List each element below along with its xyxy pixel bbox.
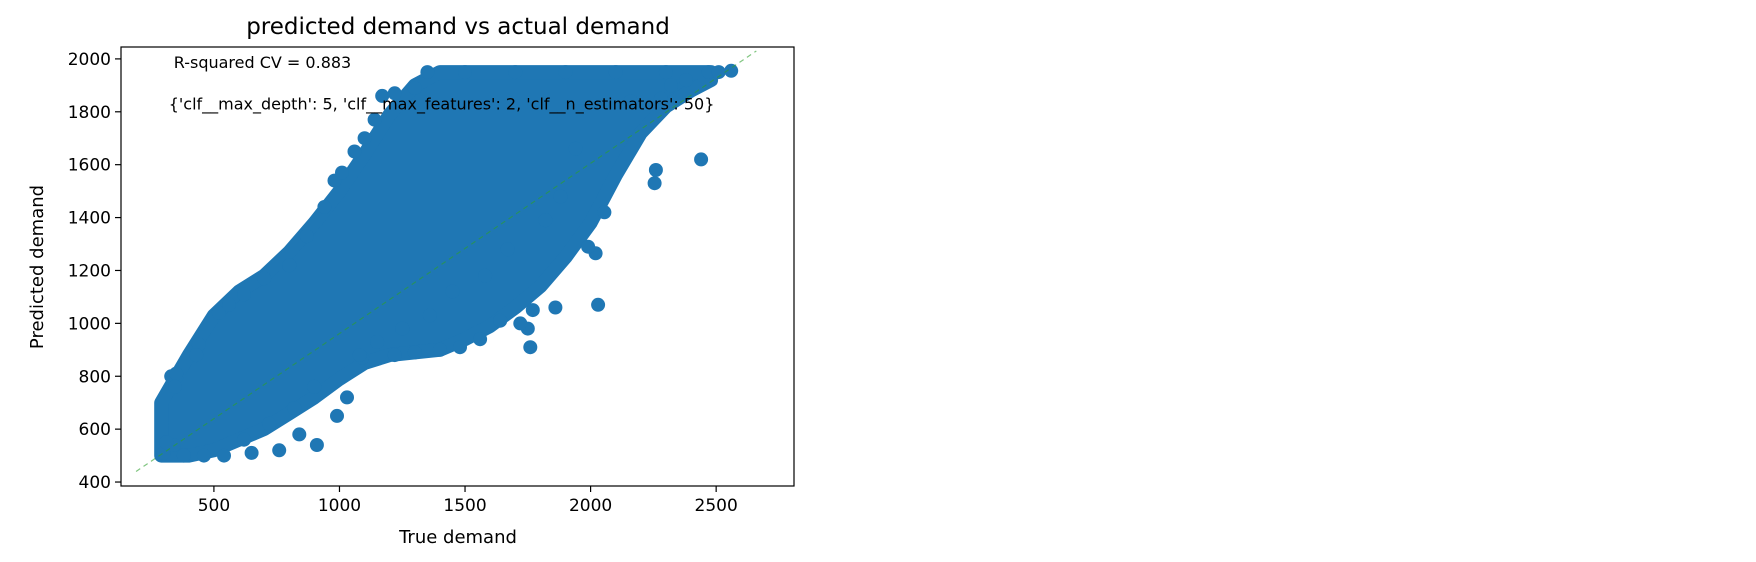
data-point xyxy=(370,334,385,349)
data-point xyxy=(176,448,191,463)
data-point xyxy=(191,337,206,352)
data-point xyxy=(581,239,596,254)
data-point xyxy=(367,112,382,127)
data-point xyxy=(538,213,553,228)
y-tick-label: 1000 xyxy=(68,314,111,334)
data-point xyxy=(711,65,726,80)
data-point xyxy=(568,141,583,156)
data-point xyxy=(387,348,402,363)
data-point xyxy=(282,258,297,273)
data-point xyxy=(432,342,447,357)
data-point xyxy=(357,131,372,146)
data-point xyxy=(500,242,515,257)
y-tick-label: 1200 xyxy=(68,261,111,281)
data-point xyxy=(387,86,402,101)
data-point xyxy=(664,78,678,93)
data-point xyxy=(648,163,663,177)
data-point xyxy=(553,189,568,204)
data-point xyxy=(272,443,287,458)
point-cloud xyxy=(154,65,719,463)
data-point xyxy=(159,435,174,450)
data-point xyxy=(647,176,662,191)
data-point xyxy=(237,287,251,302)
data-point xyxy=(217,448,231,463)
point-cloud-body xyxy=(154,65,719,463)
data-point xyxy=(189,348,204,363)
data-point xyxy=(244,445,259,460)
y-axis-ticks: 400 600 800 1000 1200 1400 1600 1800 2000 xyxy=(68,50,121,493)
data-point xyxy=(701,65,716,80)
data-point xyxy=(169,366,184,381)
data-point xyxy=(262,416,277,431)
y-tick-label: 800 xyxy=(79,367,111,387)
x-tick-label: 2000 xyxy=(569,496,612,516)
data-point xyxy=(257,271,272,286)
x-tick-label: 500 xyxy=(198,496,230,516)
y-tick-label: 2000 xyxy=(68,50,111,70)
data-point xyxy=(478,268,493,283)
data-point xyxy=(211,305,226,320)
best-params-annotation: {'clf__max_depth': 5, 'clf__max_features… xyxy=(169,95,715,115)
y-axis-label: Predicted demand xyxy=(27,185,48,349)
data-point xyxy=(287,401,302,415)
data-point xyxy=(548,300,563,315)
data-point xyxy=(330,408,344,423)
x-tick-label: 2500 xyxy=(695,496,738,516)
data-point xyxy=(292,427,307,442)
data-point xyxy=(523,340,538,355)
data-point xyxy=(445,284,460,299)
x-axis-label: True demand xyxy=(398,527,517,548)
data-point xyxy=(309,438,324,452)
reference-line xyxy=(135,50,757,472)
data-point xyxy=(653,91,668,106)
data-point xyxy=(591,297,606,312)
data-point xyxy=(458,65,472,80)
data-point xyxy=(237,432,251,447)
data-point xyxy=(395,321,410,336)
x-tick-label: 1500 xyxy=(443,496,486,516)
data-point xyxy=(317,200,332,214)
data-point xyxy=(375,88,390,103)
data-point xyxy=(407,81,422,95)
data-point xyxy=(493,313,508,328)
data-point xyxy=(420,65,435,80)
x-tick-label: 1000 xyxy=(318,496,361,516)
data-point xyxy=(694,152,709,167)
data-point xyxy=(156,445,171,460)
data-point xyxy=(168,379,182,394)
data-point xyxy=(679,73,693,88)
data-point xyxy=(558,65,573,80)
data-point xyxy=(352,348,367,363)
y-tick-label: 1600 xyxy=(68,156,111,176)
data-point xyxy=(340,390,354,405)
data-point xyxy=(335,165,349,180)
data-point xyxy=(347,144,362,159)
data-point xyxy=(473,332,488,347)
data-point xyxy=(196,448,211,463)
data-point xyxy=(525,303,540,318)
x-axis-ticks: 500 1000 1500 2000 2500 xyxy=(198,486,738,516)
chart-title: predicted demand vs actual demand xyxy=(246,14,670,40)
r-squared-annotation: R-squared CV = 0.883 xyxy=(174,53,352,72)
plot-frame xyxy=(120,46,795,487)
data-point xyxy=(608,65,623,80)
data-point xyxy=(724,63,739,78)
data-point xyxy=(597,205,612,220)
data-point xyxy=(307,379,322,394)
data-point xyxy=(299,229,314,244)
data-point xyxy=(513,316,528,331)
data-point xyxy=(222,297,236,312)
data-points xyxy=(156,63,739,463)
data-point xyxy=(623,94,638,109)
y-tick-label: 600 xyxy=(79,420,111,440)
data-point xyxy=(658,65,673,80)
data-point xyxy=(422,308,437,323)
data-point xyxy=(453,340,467,355)
y-tick-label: 1800 xyxy=(68,103,111,123)
y-tick-label: 1400 xyxy=(68,209,111,229)
data-point xyxy=(508,65,523,80)
data-point xyxy=(407,345,422,360)
y-tick-label: 400 xyxy=(79,473,111,493)
